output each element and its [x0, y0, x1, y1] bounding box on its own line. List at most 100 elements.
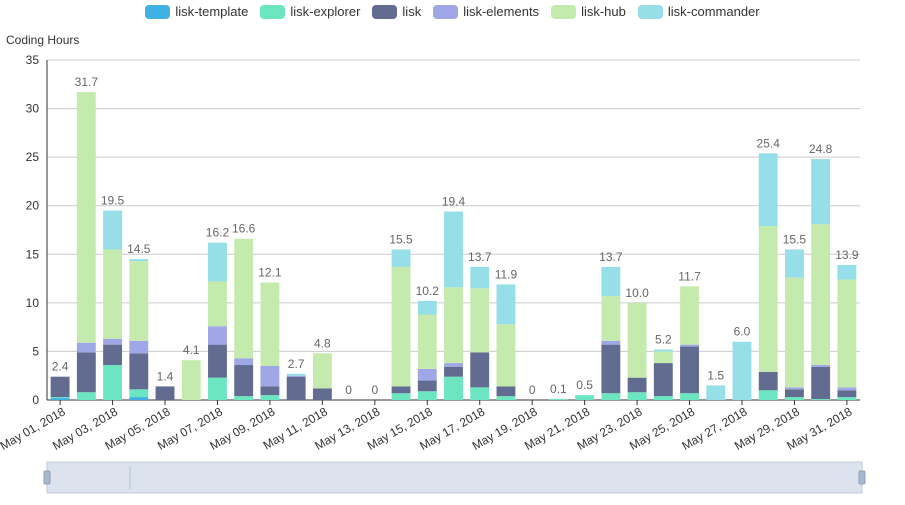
bar-segment-lisk-commander[interactable] — [208, 242, 227, 282]
bar-segment-lisk[interactable] — [312, 388, 332, 400]
bar-segment-lisk[interactable] — [627, 377, 647, 393]
bar-segment-lisk-elements[interactable] — [208, 326, 227, 345]
bar-segment-lisk[interactable] — [155, 386, 175, 400]
bar-segment-lisk-explorer[interactable] — [129, 389, 149, 398]
bar-segment-lisk-elements[interactable] — [444, 363, 463, 367]
bar-segment-lisk-hub[interactable] — [76, 92, 96, 343]
bar-segment-lisk-explorer[interactable] — [260, 395, 280, 400]
legend-item-lisk-elements[interactable]: lisk-elements — [433, 4, 539, 19]
bar-segment-lisk-elements[interactable] — [601, 340, 621, 345]
bar-segment-lisk-explorer[interactable] — [76, 392, 96, 400]
legend-item-lisk-template[interactable]: lisk-template — [145, 4, 248, 19]
bar-segment-lisk-hub[interactable] — [601, 296, 621, 341]
bar-segment-lisk-explorer[interactable] — [784, 397, 804, 400]
bar-segment-lisk[interactable] — [417, 380, 437, 392]
bar-segment-lisk-elements[interactable] — [76, 342, 96, 353]
bar-segment-lisk-explorer[interactable] — [470, 387, 490, 400]
bar-segment-lisk-elements[interactable] — [234, 358, 254, 366]
bar-segment-lisk-commander[interactable] — [129, 259, 149, 262]
bar-segment-lisk[interactable] — [50, 376, 70, 398]
bar-segment-lisk-commander[interactable] — [470, 266, 490, 289]
bar-segment-lisk-explorer[interactable] — [417, 391, 437, 400]
bar-segment-lisk-elements[interactable] — [260, 366, 280, 387]
bar-segment-lisk-explorer[interactable] — [653, 396, 673, 400]
bar-segment-lisk-explorer[interactable] — [680, 393, 699, 400]
bar-segment-lisk-explorer[interactable] — [811, 399, 831, 400]
bar-segment-lisk-explorer[interactable] — [103, 365, 123, 400]
bar-segment-lisk-hub[interactable] — [470, 288, 490, 353]
bar-segment-lisk-hub[interactable] — [496, 324, 516, 387]
bar-segment-lisk[interactable] — [76, 352, 96, 393]
bar-segment-lisk[interactable] — [208, 344, 227, 378]
bar-segment-lisk-commander[interactable] — [286, 373, 306, 376]
bar-segment-lisk-commander[interactable] — [391, 249, 411, 267]
bar-segment-lisk-commander[interactable] — [653, 349, 673, 352]
bar-segment-lisk[interactable] — [234, 365, 254, 397]
bar-segment-lisk[interactable] — [680, 346, 699, 394]
bar-segment-lisk-explorer[interactable] — [50, 397, 70, 399]
bar-segment-lisk[interactable] — [811, 366, 831, 400]
bar-segment-lisk-hub[interactable] — [811, 224, 831, 366]
bar-segment-lisk-hub[interactable] — [103, 249, 123, 339]
legend-item-lisk-hub[interactable]: lisk-hub — [551, 4, 626, 19]
bar-segment-lisk-hub[interactable] — [129, 261, 149, 341]
bar-segment-lisk[interactable] — [103, 344, 123, 366]
bar-segment-lisk-hub[interactable] — [444, 287, 463, 364]
bar-segment-lisk-explorer[interactable] — [444, 376, 463, 400]
bar-segment-lisk-elements[interactable] — [680, 344, 699, 347]
legend-item-lisk-commander[interactable]: lisk-commander — [637, 4, 760, 19]
bar-segment-lisk-explorer[interactable] — [548, 399, 568, 400]
bar-segment-lisk-hub[interactable] — [208, 281, 227, 327]
bar-segment-lisk[interactable] — [470, 352, 490, 388]
bar-segment-lisk-commander[interactable] — [837, 264, 857, 280]
bar-segment-lisk-hub[interactable] — [680, 286, 699, 345]
bar-segment-lisk-commander[interactable] — [732, 341, 752, 400]
bar-segment-lisk-explorer[interactable] — [391, 393, 411, 400]
legend-item-lisk[interactable]: lisk — [372, 4, 421, 19]
bar-segment-lisk-explorer[interactable] — [601, 393, 621, 400]
bar-segment-lisk-hub[interactable] — [758, 226, 778, 372]
bar-segment-lisk-commander[interactable] — [758, 153, 778, 227]
bar-segment-lisk-elements[interactable] — [811, 365, 831, 367]
bar-segment-lisk-elements[interactable] — [103, 338, 123, 345]
bar-segment-lisk-commander[interactable] — [784, 249, 804, 278]
bar-segment-lisk-template[interactable] — [50, 398, 70, 400]
bar-segment-lisk-elements[interactable] — [784, 387, 804, 390]
bar-segment-lisk-explorer[interactable] — [496, 396, 516, 400]
bar-segment-lisk[interactable] — [837, 390, 857, 398]
bar-segment-lisk-commander[interactable] — [444, 211, 463, 288]
bar-segment-lisk[interactable] — [758, 371, 778, 391]
bar-segment-lisk-hub[interactable] — [627, 302, 647, 378]
bar-segment-lisk-elements[interactable] — [417, 368, 437, 381]
bar-segment-lisk-commander[interactable] — [706, 385, 726, 400]
bar-segment-lisk[interactable] — [286, 376, 306, 400]
bar-segment-lisk-explorer[interactable] — [234, 396, 254, 400]
bar-segment-lisk[interactable] — [391, 386, 411, 394]
bar-segment-lisk-commander[interactable] — [496, 284, 516, 325]
bar-segment-lisk-commander[interactable] — [103, 210, 123, 250]
bar-segment-lisk-hub[interactable] — [391, 266, 411, 387]
bar-segment-lisk-elements[interactable] — [129, 340, 149, 354]
zoom-slider-track[interactable] — [46, 461, 863, 494]
bar-segment-lisk[interactable] — [444, 366, 463, 377]
bar-segment-lisk-elements[interactable] — [837, 387, 857, 391]
bar-segment-lisk-template[interactable] — [129, 397, 149, 400]
bar-segment-lisk[interactable] — [260, 386, 280, 396]
bar-segment-lisk-commander[interactable] — [601, 266, 621, 297]
bar-segment-lisk-hub[interactable] — [653, 351, 673, 364]
bar-segment-lisk-hub[interactable] — [181, 360, 201, 400]
bar-segment-lisk-commander[interactable] — [417, 300, 437, 315]
bar-segment-lisk-hub[interactable] — [234, 238, 254, 359]
bar-segment-lisk-hub[interactable] — [260, 282, 280, 366]
bar-segment-lisk-explorer[interactable] — [758, 390, 778, 400]
bar-segment-lisk-explorer[interactable] — [627, 392, 647, 400]
bar-segment-lisk-hub[interactable] — [837, 279, 857, 388]
bar-segment-lisk-explorer[interactable] — [208, 377, 227, 400]
legend-item-lisk-explorer[interactable]: lisk-explorer — [260, 4, 360, 19]
zoom-handle-right[interactable] — [858, 470, 866, 485]
bar-segment-lisk[interactable] — [653, 363, 673, 397]
bar-segment-lisk-hub[interactable] — [312, 353, 332, 389]
bar-segment-lisk[interactable] — [601, 344, 621, 394]
bar-segment-lisk-commander[interactable] — [811, 159, 831, 225]
bar-segment-lisk[interactable] — [496, 386, 516, 397]
